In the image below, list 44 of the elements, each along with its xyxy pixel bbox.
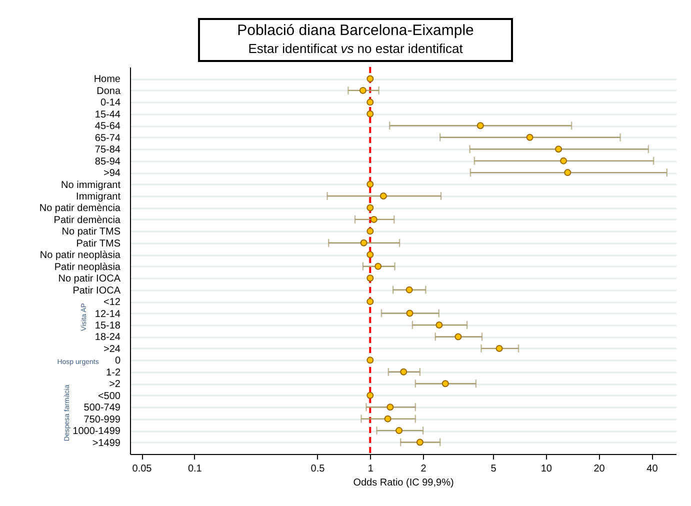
x-tick-label: 5 bbox=[490, 464, 497, 474]
y-tick-label: No patir IOCA bbox=[58, 274, 121, 285]
chart-title: Població diana Barcelona-Eixample bbox=[236, 21, 475, 40]
y-tick-label: Patir IOCA bbox=[72, 285, 121, 296]
y-tick-label: Immigrant bbox=[76, 192, 121, 202]
y-tick-label: 12-14 bbox=[94, 308, 121, 320]
y-tick-label: >24 bbox=[104, 344, 121, 355]
y-tick-label: 0-14 bbox=[100, 98, 121, 109]
y-tick-label: 65-74 bbox=[94, 132, 121, 144]
x-tick-label: 2 bbox=[420, 464, 427, 474]
y-tick-label: 1000-1499 bbox=[72, 426, 121, 438]
y-tick-label: Patir demència bbox=[54, 214, 121, 226]
y-tick-label: 45-64 bbox=[94, 121, 121, 132]
y-tick-label: No patir TMS bbox=[62, 226, 121, 238]
x-axis-title: Odds Ratio (IC 99,9%) bbox=[353, 478, 454, 488]
y-tick-label: Home bbox=[94, 74, 121, 86]
y-tick-label: No patir neoplàsia bbox=[40, 250, 121, 262]
y-tick-label: 15-18 bbox=[94, 320, 121, 332]
y-tick-label: 18-24 bbox=[94, 332, 121, 344]
x-tick-label: 20 bbox=[594, 464, 606, 474]
y-tick-label: >94 bbox=[104, 168, 121, 180]
chart-subtitle: Estar identificat vs no estar identificat bbox=[247, 40, 464, 57]
y-tick-label: 1-2 bbox=[106, 367, 121, 378]
y-tick-label: Dona bbox=[96, 86, 121, 97]
y-tick-label: <500 bbox=[98, 390, 121, 402]
y-tick-label: >2 bbox=[109, 379, 121, 390]
x-tick-label: 0.1 bbox=[188, 464, 202, 474]
y-tick-label: <12 bbox=[104, 297, 121, 308]
y-tick-label: Patir TMS bbox=[76, 238, 121, 250]
y-tick-label: >1499 bbox=[92, 438, 121, 449]
y-tick-label: 750-999 bbox=[84, 414, 121, 426]
x-tick-label: 0.05 bbox=[132, 464, 152, 474]
y-tick-label: 85-94 bbox=[94, 156, 121, 168]
x-tick-label: 0.5 bbox=[310, 464, 326, 474]
y-tick-label: 15-44 bbox=[94, 109, 121, 120]
x-tick-label: 40 bbox=[646, 464, 658, 474]
x-tick-label: 10 bbox=[540, 464, 552, 474]
y-tick-label: 0 bbox=[114, 356, 121, 367]
y-tick-label: Patir neoplàsia bbox=[54, 262, 121, 273]
y-tick-label: 500-749 bbox=[84, 402, 121, 414]
y-tick-label: 75-84 bbox=[94, 144, 121, 156]
y-tick-label: No immigrant bbox=[61, 180, 121, 191]
x-tick-label: 1 bbox=[368, 464, 374, 474]
y-tick-label: No patir demència bbox=[39, 203, 121, 214]
